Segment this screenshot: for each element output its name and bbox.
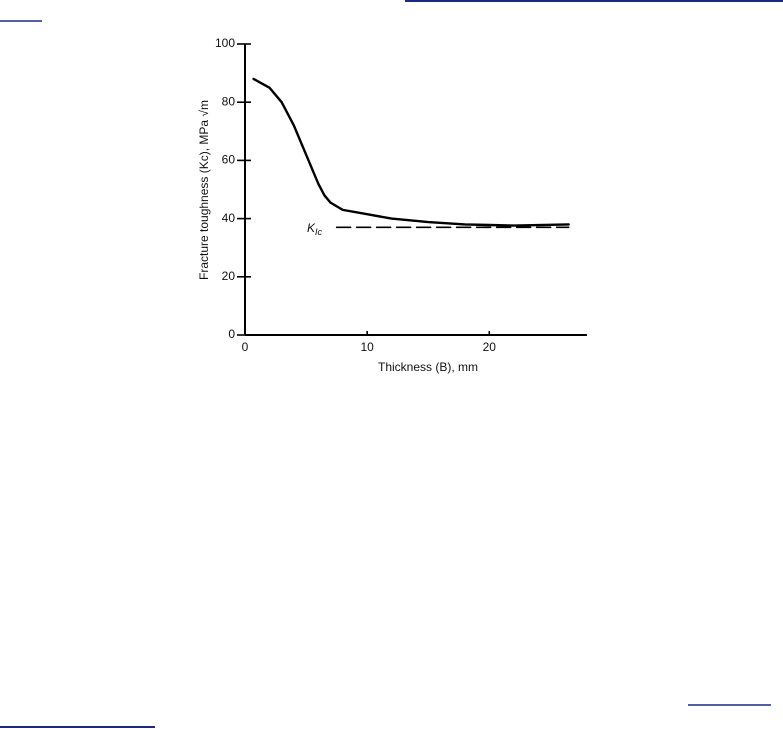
y-tick-label: 80 xyxy=(222,94,236,108)
y-axis-label: Fracture toughness (Kc), MPa √m xyxy=(197,100,211,280)
annotation-main: K xyxy=(307,221,316,235)
y-tick-label: 20 xyxy=(222,269,236,283)
annotation-sub: Ic xyxy=(315,227,323,237)
x-axis-label: Thickness (B), mm xyxy=(378,360,478,374)
x-tick-label: 0 xyxy=(242,340,249,354)
x-tick-label: 20 xyxy=(483,340,497,354)
annotation: KIc xyxy=(307,221,323,237)
y-tick-label: 0 xyxy=(228,327,235,341)
y-tick-label: 60 xyxy=(222,153,236,167)
x-tick-label: 10 xyxy=(360,340,374,354)
y-tick-label: 40 xyxy=(222,211,236,225)
y-tick-label: 100 xyxy=(215,36,235,50)
data-line xyxy=(252,77,570,227)
